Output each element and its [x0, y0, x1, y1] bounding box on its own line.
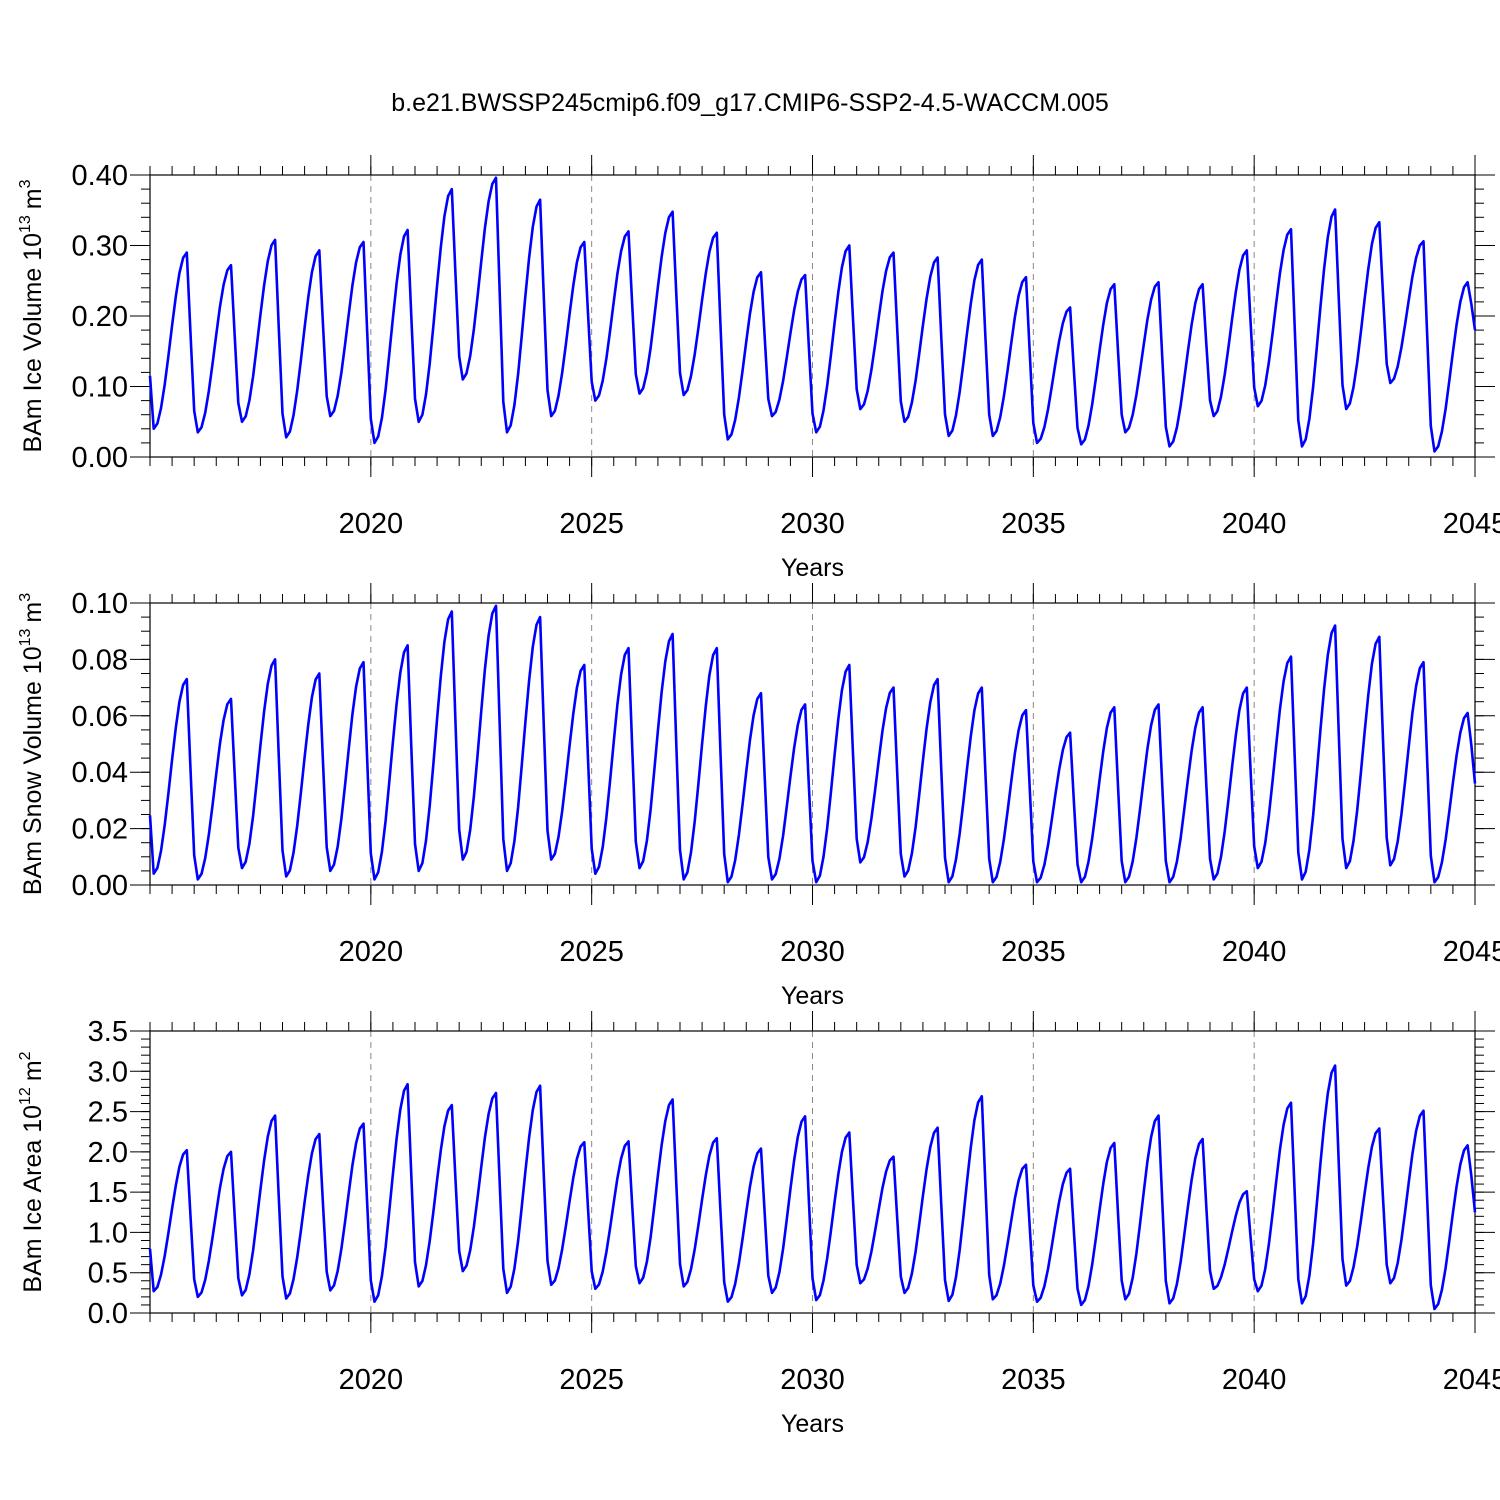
y-tick-label: 0.06: [72, 701, 128, 733]
x-axis-label: Years: [781, 1410, 844, 1438]
y-axis-label-unit-exponent: 2: [17, 1051, 34, 1060]
x-tick-label: 2020: [339, 508, 404, 540]
y-axis-label: BAm Snow Volume 1013 m3: [17, 593, 47, 895]
x-tick-label: 2030: [780, 936, 845, 968]
y-axis-label-unit-exponent: 3: [17, 179, 34, 188]
x-axis-label: Years: [781, 982, 844, 1010]
x-tick-label: 2040: [1222, 1364, 1287, 1396]
x-tick-label: 2030: [780, 508, 845, 540]
figure-title: b.e21.BWSSP245cmip6.f09_g17.CMIP6-SSP2-4…: [391, 89, 1108, 117]
y-tick-label: 0.00: [72, 870, 128, 902]
y-tick-label: 0.30: [72, 231, 128, 263]
y-tick-label: 0.08: [72, 644, 128, 676]
y-tick-label: 3.0: [88, 1056, 128, 1088]
y-tick-label: 0.10: [72, 588, 128, 620]
x-tick-label: 2045: [1443, 936, 1500, 968]
y-tick-label: 1.0: [88, 1217, 128, 1249]
x-tick-label: 2035: [1001, 936, 1066, 968]
y-axis-label-main: BAm Ice Volume 10: [19, 233, 47, 453]
plot-frame: [149, 602, 1476, 886]
y-tick-label: 0.40: [72, 160, 128, 192]
plot-frame: [149, 1030, 1476, 1314]
x-tick-label: 2030: [780, 1364, 845, 1396]
y-axis-label-unit-exponent: 3: [17, 593, 34, 602]
x-tick-label: 2035: [1001, 508, 1066, 540]
y-tick-label: 0.5: [88, 1258, 128, 1290]
y-axis-label-exponent: 13: [17, 215, 34, 233]
y-tick-label: 0.02: [72, 814, 128, 846]
series-line: [148, 1064, 1477, 1311]
y-axis-label-exponent: 12: [17, 1087, 34, 1105]
panel-snow-volume: 0.00 0.02 0.04 0.06 0.08 0.10 2020 2025 2030 2035…: [17, 583, 1500, 1010]
x-tick-label: 2040: [1222, 936, 1287, 968]
x-tick-label: 2025: [559, 936, 624, 968]
x-tick-label: 2020: [339, 936, 404, 968]
x-tick-label: 2045: [1443, 508, 1500, 540]
series-line: [148, 176, 1477, 453]
plot-frame: [149, 174, 1476, 458]
y-tick-label: 1.5: [88, 1177, 128, 1209]
y-axis-label-main: BAm Snow Volume 10: [19, 646, 47, 895]
panel-ice-volume: 0.00 0.10 0.20 0.30 0.40 2020 2025 2030 2035 2040…: [17, 155, 1500, 582]
x-tick-label: 2020: [339, 1364, 404, 1396]
y-axis-label-main: BAm Ice Area 10: [19, 1105, 47, 1293]
x-axis-label: Years: [781, 554, 844, 582]
x-tick-label: 2045: [1443, 1364, 1500, 1396]
y-tick-label: 2.0: [88, 1137, 128, 1169]
x-tick-label: 2025: [559, 1364, 624, 1396]
y-tick-label: 0.00: [72, 442, 128, 474]
panel-ice-area: 0.0 0.5 1.0 1.5 2.0 2.5 3.0 3.5 2020 2025 2030 2035…: [17, 1011, 1500, 1438]
y-tick-label: 0.10: [72, 372, 128, 404]
series-line: [148, 604, 1477, 884]
y-tick-label: 0.20: [72, 301, 128, 333]
y-axis-label-unit: m: [19, 188, 47, 209]
y-tick-label: 0.0: [88, 1298, 128, 1330]
y-axis-label: BAm Ice Volume 1013 m3: [17, 179, 47, 452]
y-axis-label-unit: m: [19, 1060, 47, 1081]
x-tick-label: 2025: [559, 508, 624, 540]
y-tick-label: 0.04: [72, 757, 128, 789]
x-tick-label: 2040: [1222, 508, 1287, 540]
y-axis-label-unit: m: [19, 602, 47, 623]
y-axis-label-exponent: 13: [17, 628, 34, 646]
x-tick-label: 2035: [1001, 1364, 1066, 1396]
y-tick-label: 3.5: [88, 1016, 128, 1048]
y-axis-label: BAm Ice Area 1012 m2: [17, 1051, 47, 1292]
y-tick-label: 2.5: [88, 1097, 128, 1129]
